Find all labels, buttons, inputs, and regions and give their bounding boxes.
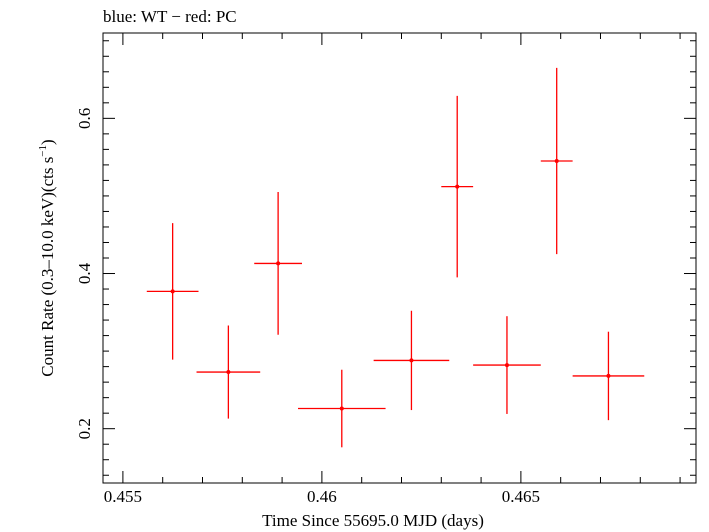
y-axis-title-end: ) [38,139,57,145]
data-marker [276,261,281,266]
data-points [146,67,645,448]
data-point [441,95,474,278]
data-marker [170,289,175,294]
chart-title: blue: WT − red: PC [103,7,237,26]
y-axis-title: Count Rate (0.3–10.0 keV)(cts s−1) [37,139,57,376]
data-point [373,310,450,411]
data-marker [504,363,509,368]
data-marker [226,370,231,375]
data-point [196,325,261,419]
data-point [473,316,541,414]
data-marker [606,373,611,378]
data-marker [339,406,344,411]
data-point [146,223,199,360]
data-point [254,192,302,335]
x-tick-label: 0.465 [502,487,540,506]
data-point [540,67,573,255]
data-point [572,331,645,421]
x-axis-ticks: 0.455 0.46 0.465 [104,33,681,506]
x-axis-title: Time Since 55695.0 MJD (days) [262,511,484,530]
data-marker [554,159,559,164]
y-tick-label: 0.6 [75,108,94,129]
y-tick-label: 0.2 [75,418,94,439]
data-marker [409,358,414,363]
y-axis-ticks: 0.2 0.4 0.6 [75,40,696,476]
x-tick-label: 0.46 [307,487,337,506]
y-tick-label: 0.4 [75,262,94,284]
y-axis-title-exponent: −1 [37,145,49,157]
data-marker [455,184,460,189]
plot-frame [102,32,697,484]
data-point [298,369,386,448]
x-tick-label: 0.455 [104,487,142,506]
y-axis-title-main: Count Rate (0.3–10.0 keV)(cts s [38,157,57,377]
